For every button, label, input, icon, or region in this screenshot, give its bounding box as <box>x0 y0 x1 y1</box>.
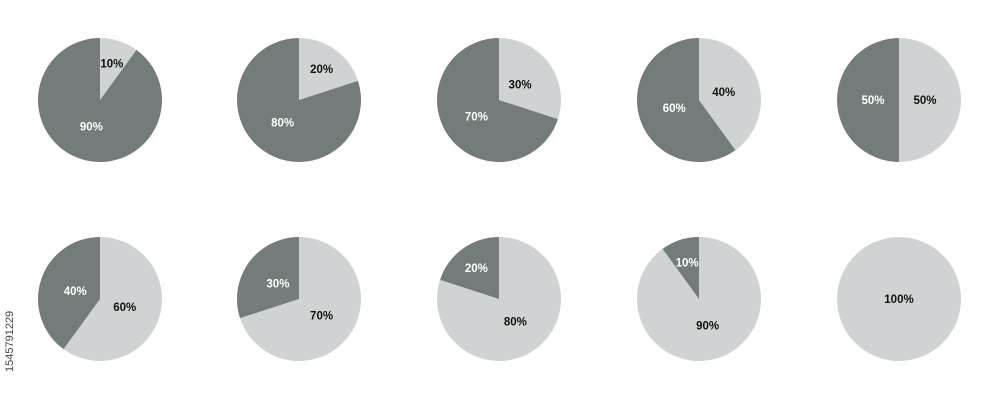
pie-3-label-dark: 70% <box>465 111 488 123</box>
pie-10-slice-light <box>837 237 961 361</box>
pie-3-label-light: 30% <box>509 80 532 92</box>
pie-9-label-light: 90% <box>696 321 719 333</box>
pie-2-slice-dark <box>237 38 362 163</box>
pie-3-slice-dark <box>437 38 558 162</box>
pie-chart-9: 90% 10% <box>637 237 762 362</box>
pie-6-label-light: 60% <box>113 302 136 314</box>
side-stock-id: 1545791229 <box>4 310 16 372</box>
pie-8-label-dark: 20% <box>465 263 488 275</box>
pie-chart-3: 30% 70% <box>437 37 562 162</box>
pie-6-label-dark: 40% <box>64 286 87 298</box>
pie-chart-1: 10% 90% <box>37 38 162 162</box>
pie-chart-7: 70% 30% <box>236 237 361 361</box>
pie-4-slice-dark <box>636 38 736 162</box>
pie-3-slice-light <box>499 37 562 120</box>
pie-1-slice-dark <box>37 38 162 162</box>
pie-9-label-dark: 10% <box>676 257 699 269</box>
pie-7-label-light: 70% <box>310 310 333 322</box>
pie-8-slice-light <box>436 237 561 361</box>
pie-8-label-light: 80% <box>504 317 527 329</box>
pie-9-slice-dark <box>662 237 699 299</box>
pie-9-slice-light <box>637 237 762 362</box>
pie-6-slice-light <box>63 237 163 361</box>
pie-chart-6: 60% 40% <box>38 237 163 361</box>
pie-2-slice-light <box>299 38 358 100</box>
pie-6-slice-dark <box>38 237 100 350</box>
pie-4-slice-light <box>699 38 761 151</box>
pie-2-label-dark: 80% <box>271 118 294 130</box>
pie-7-slice-dark <box>236 237 299 319</box>
pie-chart-10: 100% <box>837 237 961 361</box>
pie-5-label-light: 50% <box>914 95 937 107</box>
pie-1-label-dark: 90% <box>80 122 103 134</box>
pie-7-slice-light <box>240 237 361 361</box>
pie-chart-4: 40% 60% <box>636 38 761 162</box>
pie-10-label-light: 100% <box>884 294 913 306</box>
pie-4-label-dark: 60% <box>663 103 686 115</box>
pie-4-label-light: 40% <box>712 87 735 99</box>
pie-chart-8: 80% 20% <box>436 237 561 361</box>
pie-5-slice-light <box>899 38 961 162</box>
pie-1-slice-light <box>100 38 137 100</box>
pie-5-slice-dark <box>837 38 899 162</box>
pie-5-label-dark: 50% <box>861 95 884 107</box>
pie-chart-2: 20% 80% <box>237 38 362 163</box>
pie-1-label-light: 10% <box>100 58 123 70</box>
pie-8-slice-dark <box>440 237 499 299</box>
pie-7-label-dark: 30% <box>266 279 289 291</box>
pie-chart-5: 50% 50% <box>837 38 961 162</box>
pie-2-label-light: 20% <box>310 64 333 76</box>
